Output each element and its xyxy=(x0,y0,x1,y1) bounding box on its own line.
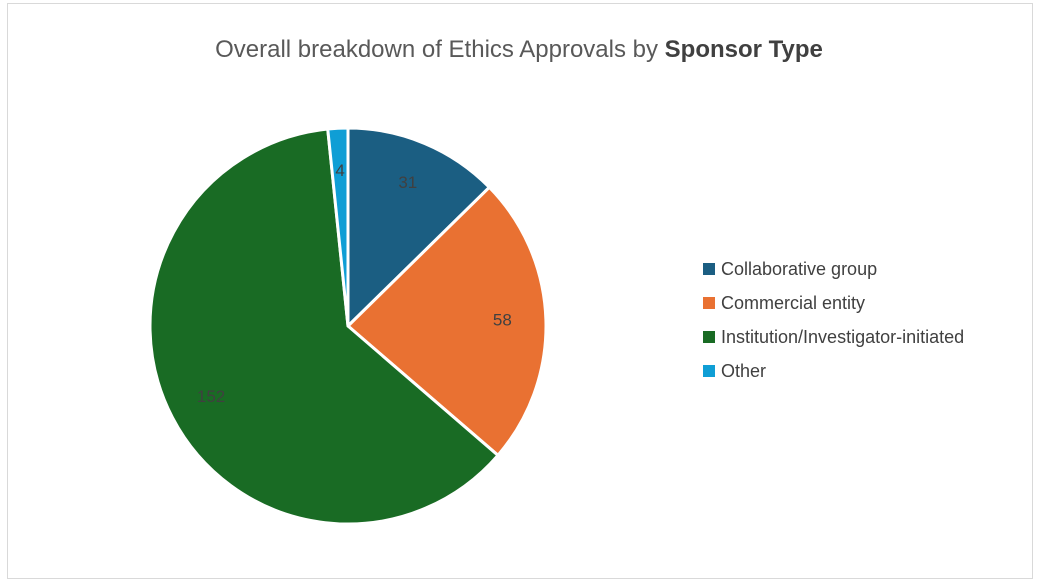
legend-swatch xyxy=(703,263,715,275)
data-label-other: 4 xyxy=(335,161,344,180)
legend-label: Commercial entity xyxy=(721,292,866,313)
pie-slice-collaborative-group xyxy=(346,126,491,328)
legend-item: Other xyxy=(703,354,964,388)
chart-title-emphasis: Sponsor Type xyxy=(664,36,823,63)
legend-item: Collaborative group xyxy=(703,252,964,286)
legend-label: Other xyxy=(721,360,767,381)
legend-item: Commercial entity xyxy=(703,286,964,320)
pie-slice-commercial-entity xyxy=(346,185,548,457)
pie-slice-other xyxy=(326,126,350,328)
legend-swatch xyxy=(703,331,715,343)
data-label-institution-investigator-initiated: 152 xyxy=(197,387,225,406)
legend: Collaborative group Commercial entity Inst… xyxy=(703,252,964,388)
data-label-collaborative-group: 31 xyxy=(398,173,417,192)
chart-title: Overall breakdown of Ethics Approvals by… xyxy=(0,36,1038,64)
chart-title-text: Overall breakdown of Ethics Approvals by xyxy=(215,36,658,63)
pie-slice-institution-investigator-initiated xyxy=(148,127,500,526)
legend-swatch xyxy=(703,365,715,377)
legend-label: Institution/Investigator-initiated xyxy=(721,326,965,347)
legend-swatch xyxy=(703,297,715,309)
data-label-commercial-entity: 58 xyxy=(493,311,512,330)
legend-item: Institution/Investigator-initiated xyxy=(703,320,964,354)
legend-label: Collaborative group xyxy=(721,258,878,279)
